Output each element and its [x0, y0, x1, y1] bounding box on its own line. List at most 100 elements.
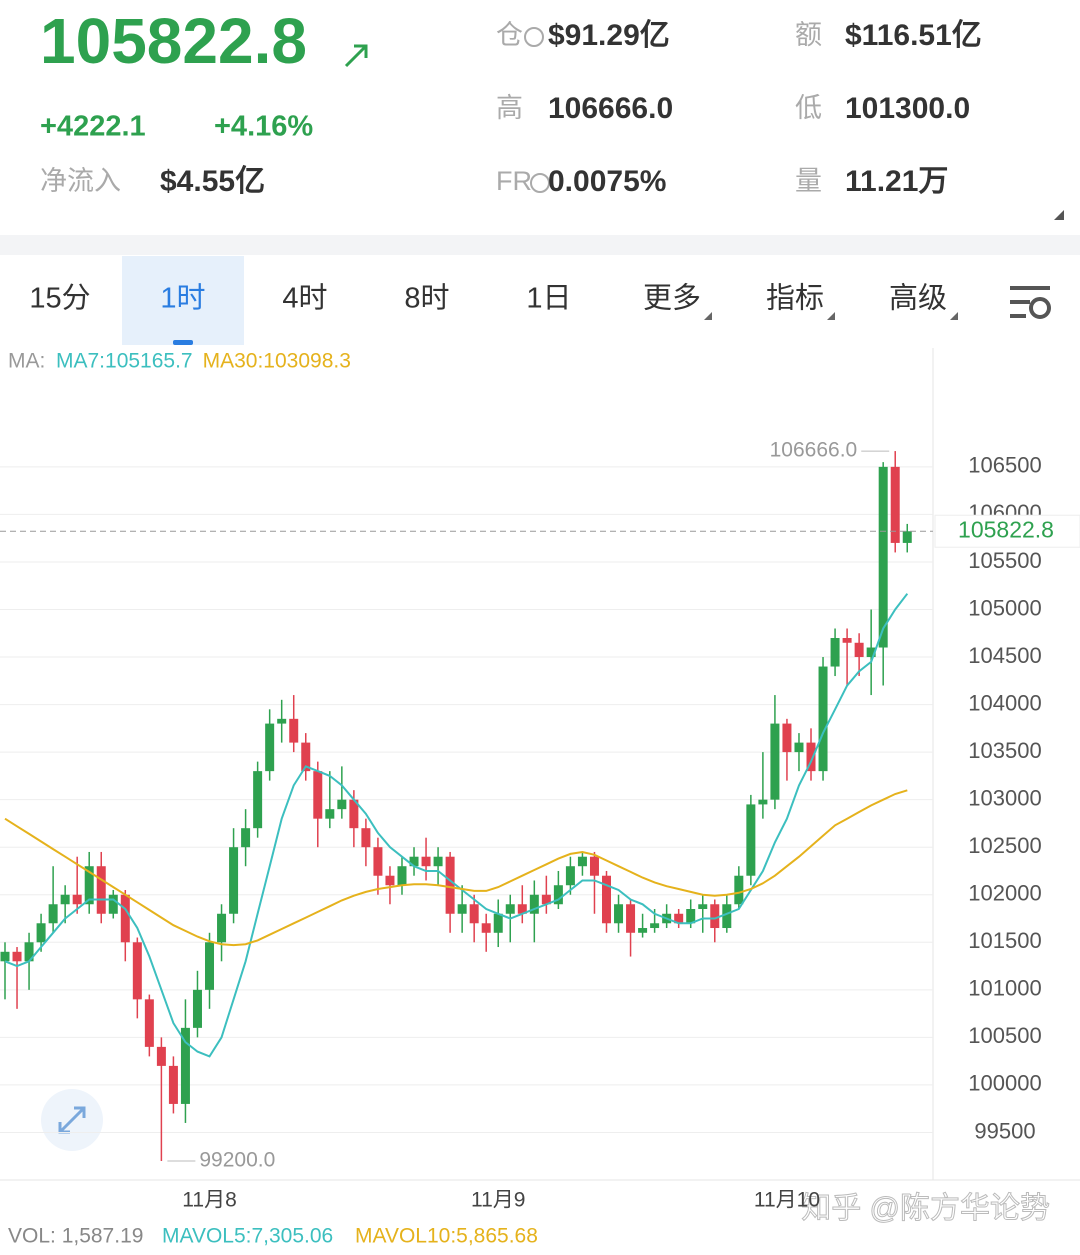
net-inflow: $4.55亿: [160, 165, 265, 198]
tab[interactable]: 1日: [526, 283, 571, 315]
candle-body: [626, 904, 636, 933]
candle-body: [253, 771, 263, 829]
candle-body: [746, 804, 756, 876]
y-tick-label: 105000: [968, 595, 1041, 620]
candle-body: [192, 989, 202, 1028]
info-icon[interactable]: [530, 173, 550, 193]
candle-body: [650, 923, 660, 929]
candle-body: [301, 742, 311, 772]
candle-body: [24, 942, 34, 962]
candle-body: [12, 951, 22, 962]
candle-body: [638, 928, 648, 933]
candle-body: [602, 875, 611, 924]
vol-label: VOL: 1,587.19: [8, 1225, 143, 1248]
candle-body: [686, 909, 696, 924]
candle-body: [445, 856, 455, 914]
candle-body: [710, 904, 720, 929]
dropdown-triangle: [827, 312, 835, 320]
candle-body: [457, 904, 467, 914]
tab[interactable]: 8时: [404, 282, 449, 315]
y-tick-label: 102000: [968, 881, 1041, 906]
candle-body: [277, 718, 287, 724]
candle-body: [421, 856, 431, 867]
tab[interactable]: 4时: [282, 282, 327, 315]
candle-body: [48, 904, 58, 924]
candle-body: [890, 466, 900, 543]
ma-line: [4, 593, 909, 1058]
candle-body: [265, 723, 275, 772]
dropdown-triangle: [950, 312, 958, 320]
candle-body: [734, 875, 744, 905]
candle-body: [289, 718, 299, 743]
candle-body: [144, 999, 154, 1047]
candle-body: [505, 904, 515, 914]
candle-body: [493, 913, 503, 933]
ma-legend: MA7:105165.7: [56, 350, 193, 373]
candle-body: [337, 799, 347, 810]
candle-body: [614, 904, 624, 924]
tab[interactable]: 更多: [643, 282, 701, 315]
candle-body: [818, 666, 828, 772]
candle-body: [156, 1046, 166, 1066]
stat-value: 106666.0: [548, 92, 673, 125]
stat-value: 101300.0: [845, 92, 970, 125]
candle-body: [373, 847, 383, 876]
tab-underline: [173, 340, 193, 345]
candle-body: [36, 923, 46, 943]
candle-body: [674, 913, 684, 924]
candle-body: [84, 866, 94, 905]
stat-label: FR: [496, 166, 532, 196]
watermark: 知乎 @陈方华论势: [801, 1192, 1050, 1225]
candle-body: [361, 828, 371, 848]
stat-label: 额: [795, 20, 822, 50]
ma-label: MA:: [8, 350, 45, 373]
candle-body: [529, 894, 539, 914]
candle-body: [541, 894, 551, 905]
annotation-label: 106666.0: [770, 439, 858, 462]
x-tick-label: 11月10: [754, 1189, 820, 1212]
ma-line: [4, 789, 908, 947]
candle-body: [60, 894, 70, 905]
settings-icon[interactable]: [1010, 286, 1051, 319]
last-price-label: 105822.8: [958, 516, 1054, 542]
candle-body: [241, 828, 251, 848]
y-tick-label: 104500: [968, 643, 1041, 668]
candle-body: [120, 894, 130, 943]
up-arrow: [344, 44, 368, 68]
stat-value: $91.29亿: [548, 19, 670, 52]
x-tick-label: 11月9: [471, 1189, 525, 1212]
y-tick-label: 105500: [968, 548, 1041, 573]
x-tick-label: 11月8: [182, 1189, 236, 1212]
last-price-box: [934, 514, 1080, 548]
y-tick-label: 103500: [968, 738, 1041, 763]
candle-body: [469, 904, 479, 924]
candle-body: [794, 742, 804, 753]
y-tick-label: 101500: [968, 928, 1041, 953]
candle-body: [782, 723, 792, 753]
change-pct: +4.16%: [214, 111, 313, 143]
corner-triangle: [1054, 210, 1064, 220]
tab[interactable]: 15分: [29, 283, 90, 315]
mavol10-label: MAVOL10:5,865.68: [355, 1225, 538, 1248]
candle-body: [397, 866, 407, 886]
annotation-label: 99200.0: [199, 1149, 275, 1172]
candle-body: [205, 942, 215, 990]
candle-body: [325, 809, 335, 819]
dropdown-triangle: [704, 312, 712, 320]
tab[interactable]: 高级: [889, 282, 947, 315]
tab-selected-bg: [122, 256, 244, 345]
change: +4222.1: [40, 111, 146, 143]
info-icon[interactable]: [524, 27, 544, 47]
ma-legend: MA30:103098.3: [203, 350, 351, 373]
stat-label: 高: [496, 93, 523, 123]
candle-body: [72, 894, 82, 905]
candle-body: [589, 856, 599, 876]
candle-body: [433, 856, 443, 867]
candle-body: [553, 885, 563, 905]
candle-body: [866, 647, 876, 658]
candle-body: [168, 1065, 178, 1104]
tab[interactable]: 指标: [766, 282, 824, 315]
tab[interactable]: 1时: [160, 282, 205, 315]
stat-label: 低: [795, 93, 822, 123]
